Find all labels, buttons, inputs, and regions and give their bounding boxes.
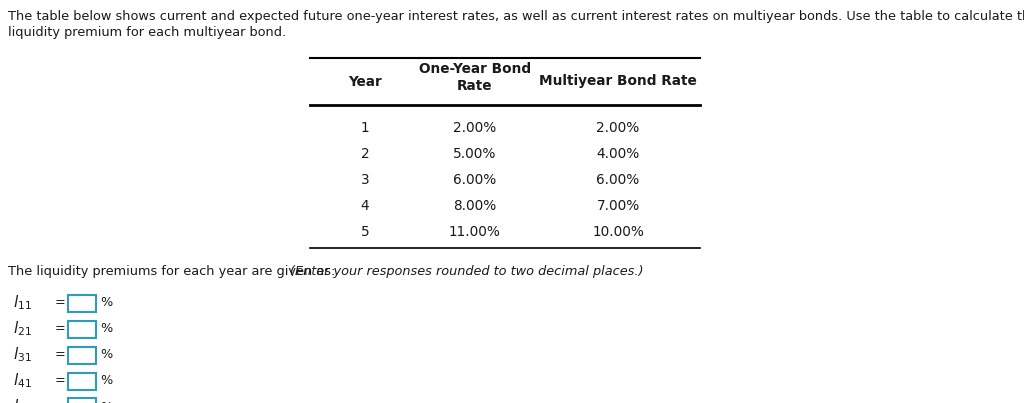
Text: (Enter your responses rounded to two decimal places.): (Enter your responses rounded to two dec… [290,265,643,278]
Text: 3: 3 [360,173,370,187]
Text: The liquidity premiums for each year are given as:: The liquidity premiums for each year are… [8,265,340,278]
Text: $\it{l}_{31}$: $\it{l}_{31}$ [13,346,32,364]
Text: =: = [55,297,66,310]
Text: 6.00%: 6.00% [596,173,640,187]
Text: 5: 5 [360,225,370,239]
Text: Multiyear Bond Rate: Multiyear Bond Rate [539,75,697,89]
Text: 2.00%: 2.00% [454,121,497,135]
Text: 6.00%: 6.00% [454,173,497,187]
Text: =: = [55,374,66,388]
Text: =: = [55,349,66,361]
Text: %: % [100,297,113,310]
Text: 8.00%: 8.00% [454,199,497,213]
Text: %: % [100,401,113,403]
Text: $\it{l}_{11}$: $\it{l}_{11}$ [13,294,32,312]
Text: liquidity premium for each multiyear bond.: liquidity premium for each multiyear bon… [8,26,286,39]
Text: 10.00%: 10.00% [592,225,644,239]
Text: Year: Year [348,75,382,89]
Text: =: = [55,401,66,403]
Text: %: % [100,374,113,388]
Text: 11.00%: 11.00% [450,225,501,239]
Text: 5.00%: 5.00% [454,147,497,161]
Text: The table below shows current and expected future one-year interest rates, as we: The table below shows current and expect… [8,10,1024,23]
Text: %: % [100,349,113,361]
Text: 2.00%: 2.00% [596,121,640,135]
Text: 4: 4 [360,199,370,213]
Text: =: = [55,322,66,336]
Text: 1: 1 [360,121,370,135]
Text: %: % [100,322,113,336]
Text: 7.00%: 7.00% [596,199,640,213]
Text: $\it{l}_{51}$: $\it{l}_{51}$ [13,398,32,403]
Text: One-Year Bond
Rate: One-Year Bond Rate [419,62,531,93]
Text: 2: 2 [360,147,370,161]
Text: 4.00%: 4.00% [596,147,640,161]
Text: $\it{l}_{41}$: $\it{l}_{41}$ [13,372,32,391]
Text: $\it{l}_{21}$: $\it{l}_{21}$ [13,320,32,339]
